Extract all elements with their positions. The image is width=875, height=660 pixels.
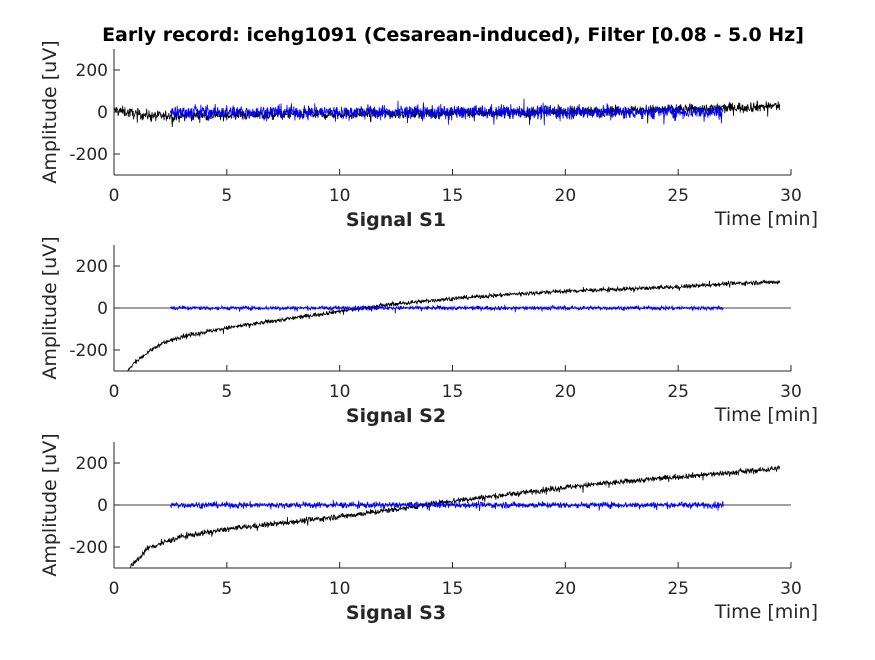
subplot-label: Signal S3: [346, 602, 446, 624]
series-raw-line: [127, 279, 781, 371]
y-tick-label: 200: [76, 257, 108, 277]
y-axis-label: Amplitude [uV]: [39, 40, 61, 183]
x-tick-label: 0: [109, 186, 120, 206]
x-axis-label: Time [min]: [714, 601, 818, 623]
y-tick-label: 0: [97, 496, 108, 516]
y-tick-label: 0: [97, 299, 108, 319]
x-tick-label: 25: [667, 579, 689, 599]
subplot-label: Signal S2: [346, 405, 446, 427]
x-tick-label: 20: [555, 186, 577, 206]
x-tick-label: 25: [667, 382, 689, 402]
y-tick-label: -200: [69, 145, 108, 165]
subplot-label: Signal S1: [346, 209, 446, 231]
series-raw-line: [129, 465, 781, 568]
y-tick-label: 0: [97, 103, 108, 123]
x-tick-label: 30: [780, 186, 802, 206]
series-segment-line: [170, 304, 724, 314]
y-tick-label: 200: [76, 454, 108, 474]
y-axis-label: Amplitude [uV]: [39, 236, 61, 379]
series-segment-line: [170, 98, 724, 126]
x-tick-label: 15: [442, 186, 464, 206]
x-tick-label: 5: [221, 186, 232, 206]
x-tick-label: 5: [221, 382, 232, 402]
x-axis-label: Time [min]: [714, 404, 818, 426]
chart-title: Early record: icehg1091 (Cesarean-induce…: [102, 24, 804, 46]
series-segment-line: [170, 498, 724, 512]
x-tick-label: 30: [780, 579, 802, 599]
x-tick-label: 5: [221, 579, 232, 599]
x-axis-label: Time [min]: [714, 208, 818, 230]
x-tick-label: 15: [442, 579, 464, 599]
x-tick-label: 15: [442, 382, 464, 402]
x-tick-label: 20: [555, 579, 577, 599]
y-tick-label: -200: [69, 538, 108, 558]
x-tick-label: 10: [329, 186, 351, 206]
y-tick-label: -200: [69, 341, 108, 361]
x-tick-label: 0: [109, 382, 120, 402]
x-tick-label: 25: [667, 186, 689, 206]
x-tick-label: 10: [329, 382, 351, 402]
x-tick-label: 20: [555, 382, 577, 402]
x-tick-label: 30: [780, 382, 802, 402]
y-axis-label: Amplitude [uV]: [39, 433, 61, 576]
y-tick-label: 200: [76, 61, 108, 81]
x-tick-label: 10: [329, 579, 351, 599]
x-tick-label: 0: [109, 579, 120, 599]
